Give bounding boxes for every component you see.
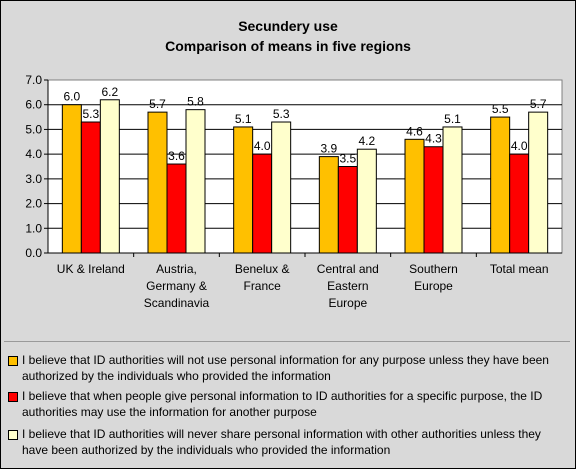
data-label: 5.5 <box>492 102 509 116</box>
data-label: 6.0 <box>63 90 80 104</box>
data-label: 5.3 <box>273 107 290 121</box>
data-label: 4.0 <box>254 139 271 153</box>
x-tick-label: Total mean <box>490 262 549 276</box>
x-tick-label: Eastern <box>327 279 368 293</box>
bar <box>233 126 254 254</box>
data-label: 4.2 <box>358 134 375 148</box>
data-label: 3.5 <box>339 152 356 166</box>
data-label: 4.3 <box>425 132 442 146</box>
bar <box>80 121 101 254</box>
bar <box>166 163 187 254</box>
data-label: 5.1 <box>444 112 461 126</box>
data-label: 4.6 <box>406 124 423 138</box>
x-tick-label: Europe <box>328 296 367 310</box>
y-tick-label: 1.0 <box>25 221 42 235</box>
x-tick-label: Central and <box>317 262 379 276</box>
x-tick-label: Austria, <box>156 262 197 276</box>
bar <box>318 156 339 254</box>
legend-label-2: I believe that when people give personal… <box>22 389 543 419</box>
legend-swatch-3 <box>8 430 18 440</box>
data-label: 5.7 <box>530 97 547 111</box>
y-tick-label: 0.0 <box>25 246 42 260</box>
legend-label-3: I believe that ID authorities will never… <box>22 427 541 457</box>
x-tick-label: Europe <box>414 279 453 293</box>
x-tick-label: Scandinavia <box>144 296 210 310</box>
bar <box>423 146 444 254</box>
y-tick-label: 5.0 <box>25 122 42 136</box>
legend: I believe that ID authorities will not u… <box>4 341 570 463</box>
data-label: 3.9 <box>320 142 337 156</box>
y-tick-label: 2.0 <box>25 197 42 211</box>
bar <box>528 111 549 254</box>
y-tick-label: 4.0 <box>25 147 42 161</box>
legend-label-1: I believe that ID authorities will not u… <box>22 353 549 383</box>
y-tick-label: 3.0 <box>25 172 42 186</box>
bar <box>99 99 120 254</box>
bar-chart: 0.01.02.03.04.05.06.07.06.05.36.2UK & Ir… <box>25 73 563 310</box>
bar <box>490 116 511 254</box>
x-tick-label: Germany & <box>146 279 207 293</box>
bar <box>442 126 463 254</box>
data-label: 3.6 <box>168 149 185 163</box>
bar <box>404 138 425 254</box>
bar <box>337 166 358 254</box>
plot-area <box>47 79 563 254</box>
legend-swatch-2 <box>8 392 18 402</box>
data-label: 5.3 <box>82 107 99 121</box>
data-label: 5.7 <box>149 97 166 111</box>
bar <box>356 148 377 254</box>
bar <box>509 153 530 254</box>
x-tick-label: France <box>243 279 281 293</box>
x-tick-label: Benelux & <box>235 262 290 276</box>
y-tick-label: 6.0 <box>25 98 42 112</box>
y-tick-label: 7.0 <box>25 73 42 87</box>
bar <box>147 111 168 254</box>
bar <box>61 104 82 254</box>
data-label: 4.0 <box>511 139 528 153</box>
chart-title: Secundery use <box>238 18 338 34</box>
data-label: 5.1 <box>235 112 252 126</box>
bar <box>185 109 206 254</box>
data-label: 6.2 <box>101 85 118 99</box>
bar <box>271 121 292 254</box>
data-label: 5.8 <box>187 95 204 109</box>
bar <box>252 153 273 254</box>
chart-subtitle: Comparison of means in five regions <box>165 38 411 54</box>
x-tick-label: Southern <box>409 262 458 276</box>
legend-swatch-1 <box>8 356 18 366</box>
x-tick-label: UK & Ireland <box>57 262 125 276</box>
